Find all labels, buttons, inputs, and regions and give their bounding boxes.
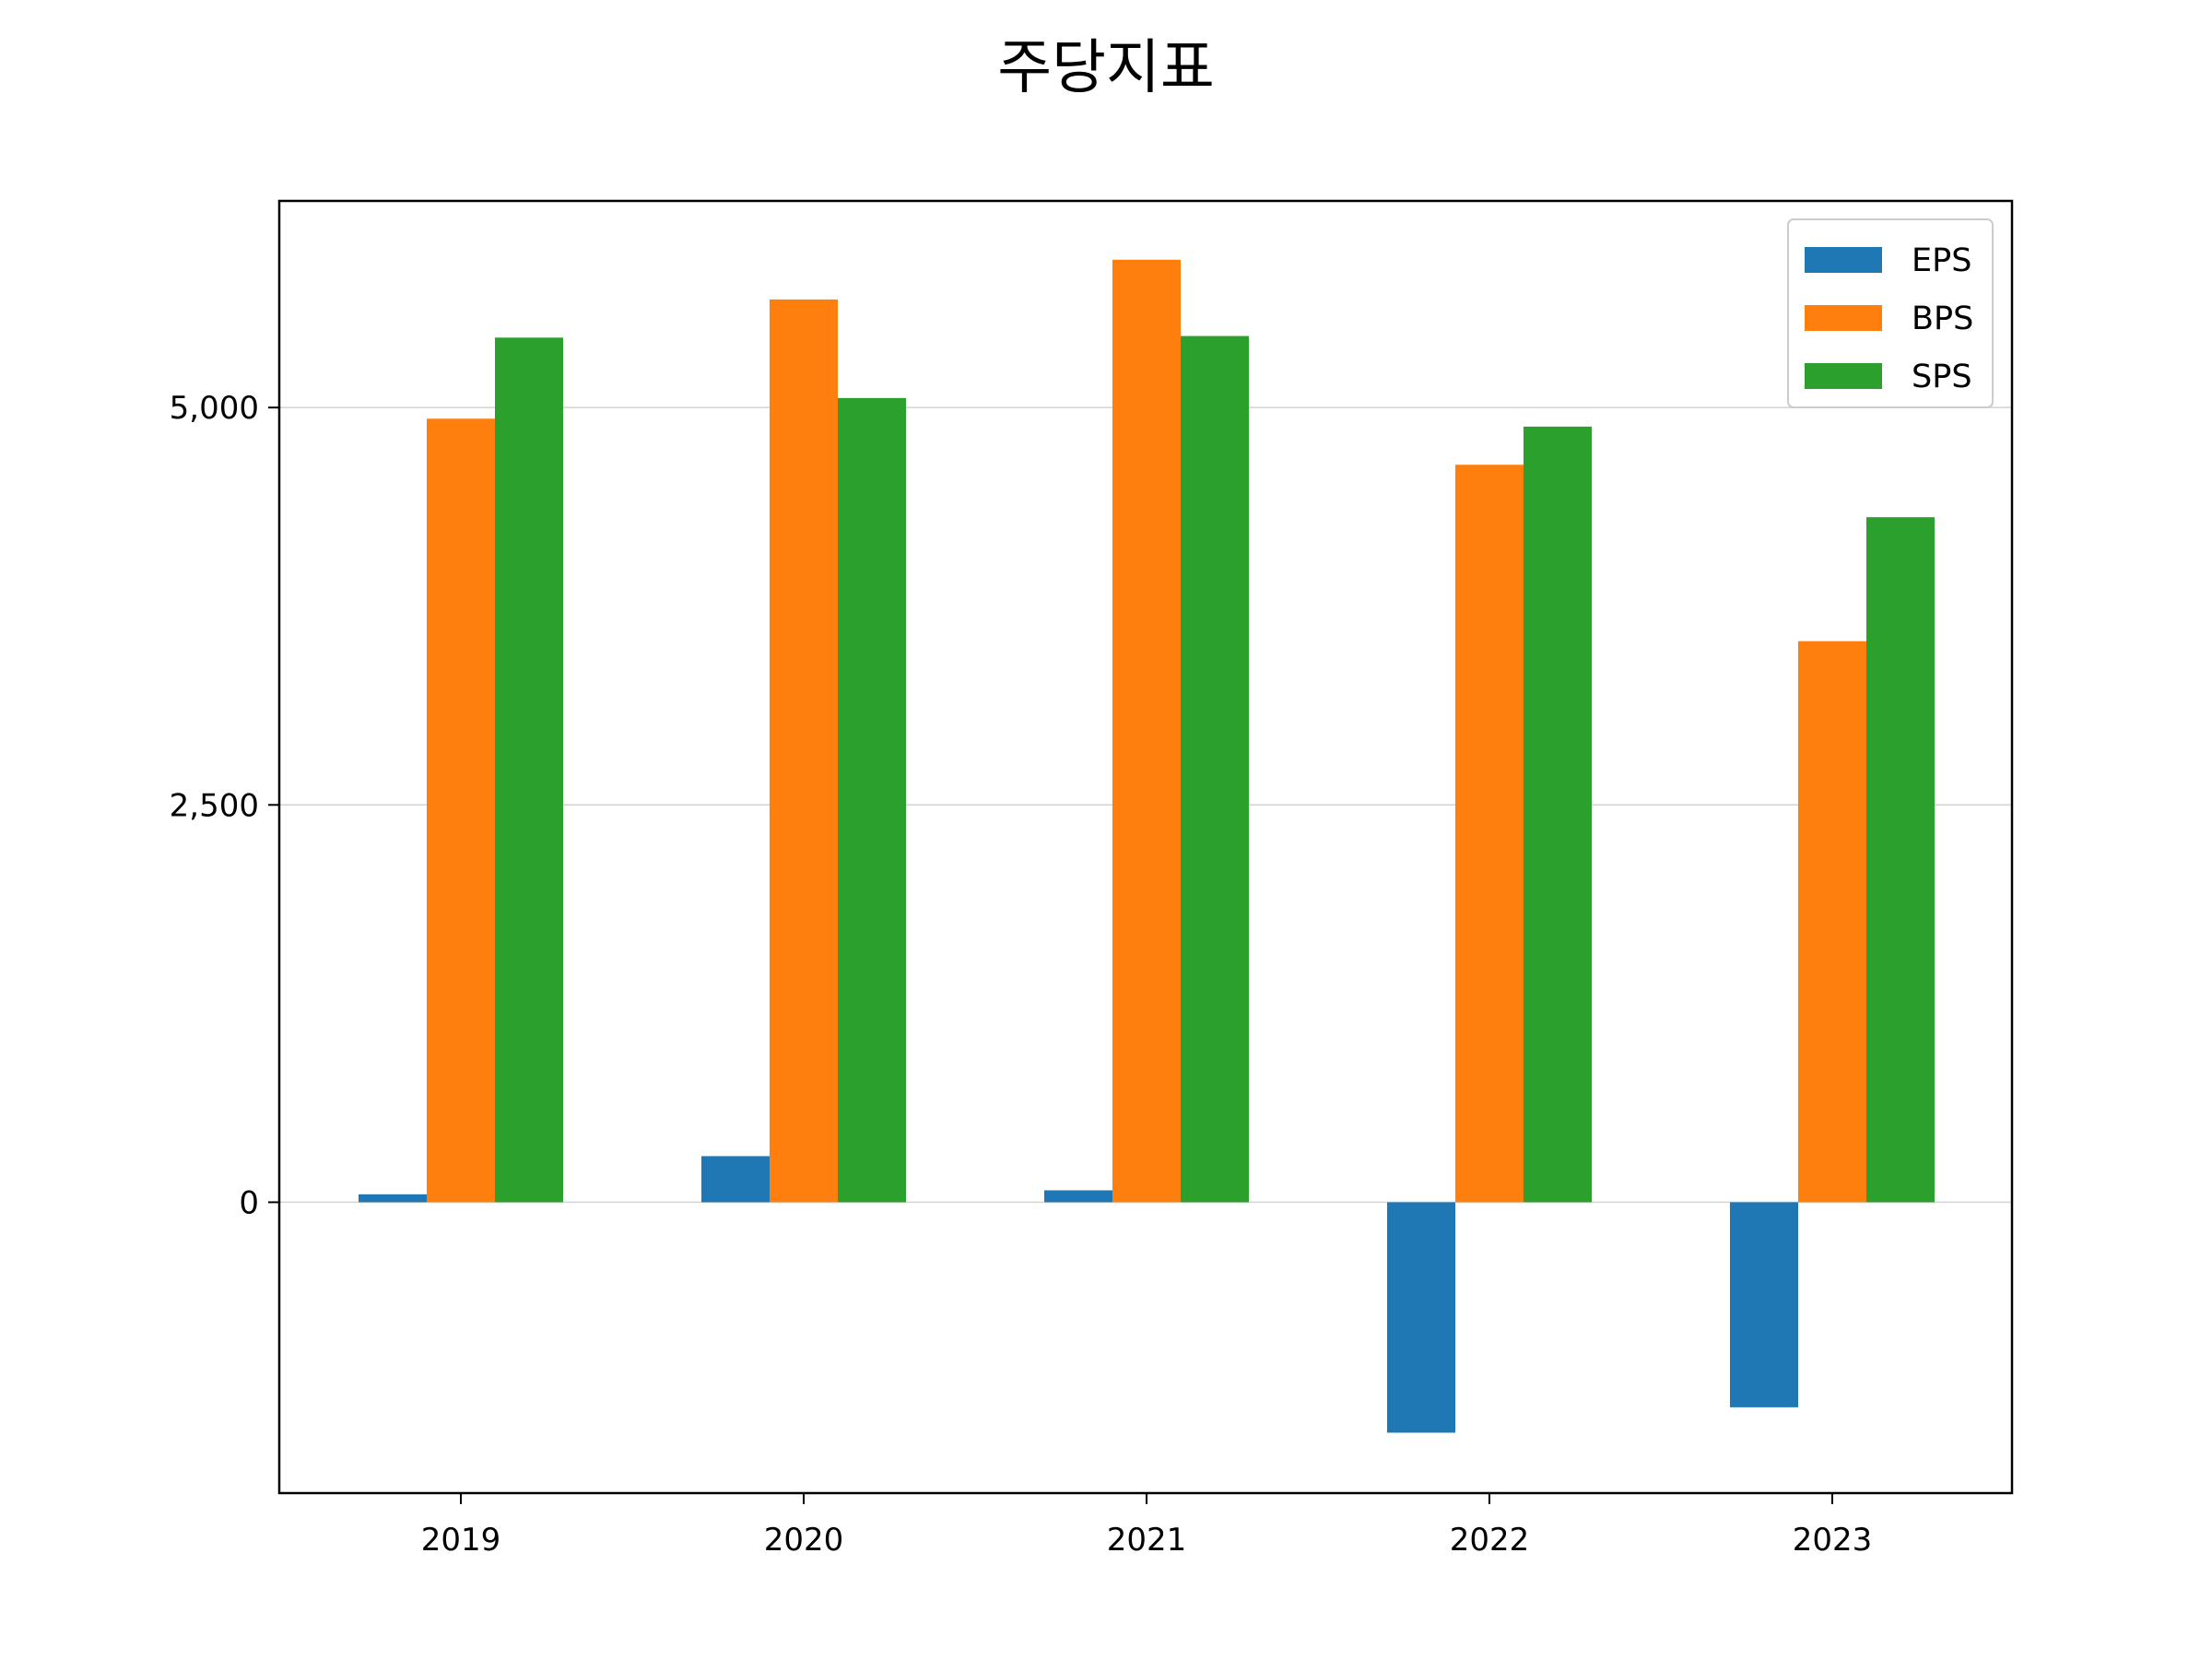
y-tick-label: 5,000 — [170, 390, 259, 427]
bar-sps-2022 — [1524, 426, 1592, 1203]
x-tick-label: 2019 — [421, 1522, 501, 1559]
bar-bps-2023 — [1798, 641, 1866, 1203]
bar-eps-2021 — [1044, 1190, 1112, 1203]
legend-label-bps: BPS — [1912, 300, 1973, 337]
legend-swatch-sps — [1805, 363, 1882, 389]
bars — [359, 259, 1935, 1433]
bar-bps-2020 — [770, 299, 838, 1203]
legend-label-eps: EPS — [1912, 242, 1971, 279]
legend-swatch-bps — [1805, 305, 1882, 331]
bar-sps-2020 — [838, 397, 906, 1203]
x-tick-label: 2023 — [1793, 1522, 1873, 1559]
x-tick-label: 2020 — [764, 1522, 844, 1559]
y-tick-label: 0 — [239, 1184, 259, 1221]
bar-eps-2023 — [1730, 1202, 1798, 1407]
bar-eps-2022 — [1387, 1202, 1455, 1433]
x-axis: 2019 2020 2021 2022 2023 — [421, 1493, 1873, 1559]
bar-sps-2021 — [1181, 335, 1249, 1203]
bar-bps-2019 — [427, 418, 495, 1203]
bar-bps-2021 — [1112, 259, 1181, 1203]
bar-bps-2022 — [1455, 465, 1524, 1203]
y-axis: 0 2,500 5,000 — [170, 390, 279, 1221]
legend-swatch-eps — [1805, 247, 1882, 273]
chart-title: 주당지표 — [997, 34, 1215, 102]
bar-sps-2023 — [1866, 517, 1935, 1203]
bar-eps-2019 — [359, 1194, 427, 1203]
x-tick-label: 2022 — [1450, 1522, 1530, 1559]
y-tick-label: 2,500 — [170, 787, 259, 824]
legend: EPS BPS SPS — [1787, 218, 1994, 408]
bar-eps-2020 — [701, 1156, 770, 1203]
bar-sps-2019 — [495, 337, 563, 1203]
x-tick-label: 2021 — [1107, 1522, 1187, 1559]
legend-label-sps: SPS — [1912, 359, 1972, 395]
